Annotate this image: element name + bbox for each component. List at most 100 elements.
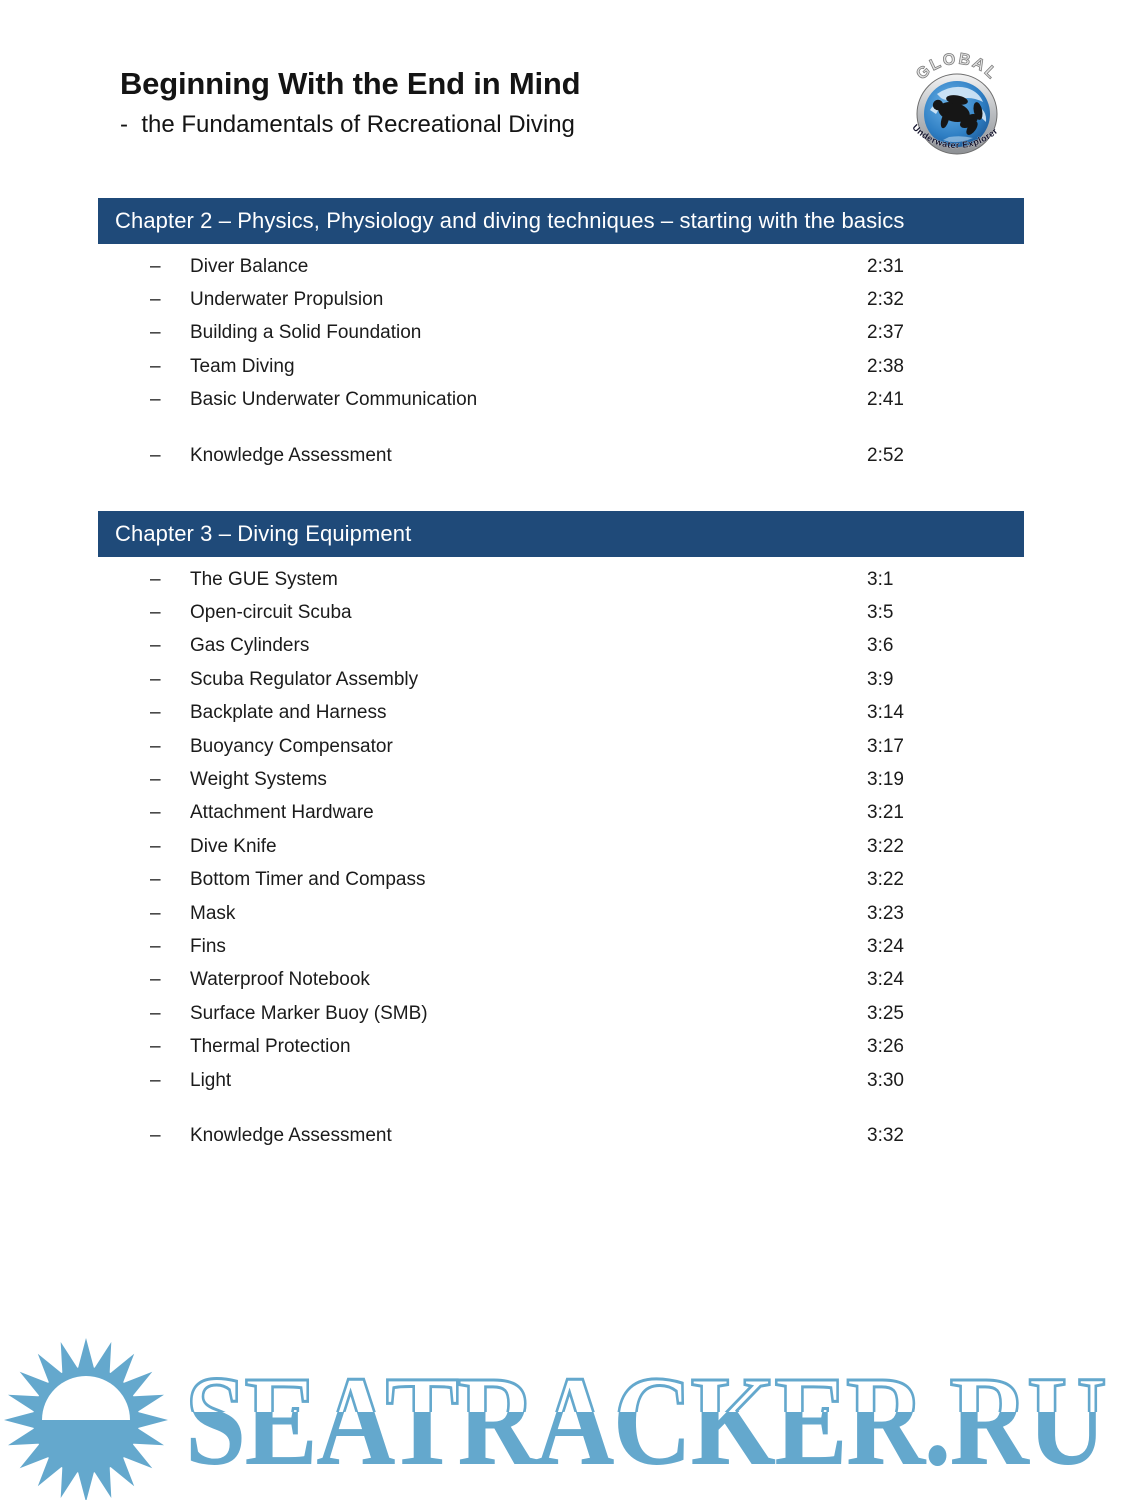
- toc-row: – Surface Marker Buoy (SMB) 3:25: [98, 997, 1024, 1030]
- diver-icon: [932, 95, 983, 135]
- dash-bullet: –: [150, 1069, 161, 1091]
- globe-diver-icon: GLOBAL Underwater Explorers: [898, 40, 1000, 155]
- dash-bullet: –: [150, 702, 161, 724]
- dash-bullet: –: [150, 668, 161, 690]
- dash-bullet: –: [150, 735, 161, 757]
- toc-item-label: Knowledge Assessment: [190, 1124, 392, 1146]
- dash-bullet: –: [150, 1002, 161, 1024]
- toc-item-time: 3:22: [867, 869, 904, 891]
- dash-bullet: –: [150, 255, 161, 277]
- dash-bullet: –: [150, 635, 161, 657]
- toc-item-label: Attachment Hardware: [190, 802, 374, 824]
- dash-bullet: –: [150, 802, 161, 824]
- toc-item-label: Dive Knife: [190, 835, 277, 857]
- toc-item-time: 2:41: [867, 389, 904, 411]
- toc-item-time: 3:1: [867, 568, 894, 590]
- toc-item-label: Light: [190, 1069, 232, 1091]
- toc-item-label: Knowledge Assessment: [190, 444, 392, 466]
- dash-bullet: –: [150, 1036, 161, 1058]
- dash-bullet: –: [150, 322, 161, 344]
- toc-spacer: [98, 417, 1024, 439]
- toc-item-label: Backplate and Harness: [190, 702, 387, 724]
- toc-row: – Team Diving 2:38: [98, 350, 1024, 383]
- dash-bullet: –: [150, 869, 161, 891]
- toc-item-label: Open-circuit Scuba: [190, 602, 352, 624]
- chapter-header: Chapter 3 – Diving Equipment: [98, 511, 1024, 557]
- toc-row: – Bottom Timer and Compass 3:22: [98, 864, 1024, 897]
- toc-row: – Thermal Protection 3:26: [98, 1030, 1024, 1063]
- toc-item-label: Diver Balance: [190, 255, 309, 277]
- toc-item-label: Waterproof Notebook: [190, 969, 370, 991]
- toc-item-time: 3:23: [867, 902, 904, 924]
- watermark-text-bottom: SEATRACKER.RU: [185, 1352, 1105, 1492]
- toc-item-label: Weight Systems: [190, 769, 327, 791]
- toc-item-label: Basic Underwater Communication: [190, 389, 478, 411]
- toc-row: – Light 3:30: [98, 1064, 1024, 1097]
- sun-core: [33, 1367, 139, 1473]
- chapter-section: Chapter 2 – Physics, Physiology and divi…: [98, 198, 1024, 472]
- dash-bullet: –: [150, 969, 161, 991]
- toc-row: – Scuba Regulator Assembly 3:9: [98, 663, 1024, 696]
- toc-item-time: 3:9: [867, 668, 894, 690]
- seatracker-watermark: SEATRACKER.RU SEATRACKER.RU: [0, 1330, 1125, 1500]
- toc-row: – Attachment Hardware 3:21: [98, 797, 1024, 830]
- toc-item-label: Gas Cylinders: [190, 635, 310, 657]
- toc-item-time: 3:24: [867, 969, 904, 991]
- toc-item-label: Surface Marker Buoy (SMB): [190, 1002, 428, 1024]
- toc-item-label: The GUE System: [190, 568, 338, 590]
- watermark-text-graphic: SEATRACKER.RU SEATRACKER.RU: [184, 1352, 1109, 1492]
- toc-row: – Backplate and Harness 3:14: [98, 697, 1024, 730]
- toc-row: – Open-circuit Scuba 3:5: [98, 596, 1024, 629]
- dash-bullet: –: [150, 602, 161, 624]
- header-titles: Beginning With the End in Mind - the Fun…: [120, 66, 581, 139]
- toc-row: – Knowledge Assessment 3:32: [98, 1119, 1024, 1152]
- toc-item-label: Scuba Regulator Assembly: [190, 668, 419, 690]
- toc-row: – Knowledge Assessment 2:52: [98, 439, 1024, 472]
- page-title: Beginning With the End in Mind: [120, 66, 581, 101]
- toc-item-time: 3:21: [867, 802, 904, 824]
- dash-bullet: –: [150, 769, 161, 791]
- toc-item-time: 3:14: [867, 702, 904, 724]
- dash-bullet: –: [150, 389, 161, 411]
- toc-item-time: 2:32: [867, 289, 904, 311]
- sun-white-dome: [42, 1376, 130, 1420]
- chapter-header: Chapter 2 – Physics, Physiology and divi…: [98, 198, 1024, 244]
- toc-item-time: 2:52: [867, 444, 904, 466]
- toc-item-label: Thermal Protection: [190, 1036, 351, 1058]
- dash-bullet: –: [150, 444, 161, 466]
- toc-row: – Gas Cylinders 3:6: [98, 630, 1024, 663]
- toc-row: – Fins 3:24: [98, 930, 1024, 963]
- toc-row: – Basic Underwater Communication 2:41: [98, 384, 1024, 417]
- toc-row: – Underwater Propulsion 2:32: [98, 283, 1024, 316]
- toc-item-label: Underwater Propulsion: [190, 289, 384, 311]
- toc-spacer: [98, 1097, 1024, 1119]
- dash-bullet: –: [150, 568, 161, 590]
- toc-item-time: 3:5: [867, 602, 894, 624]
- toc-item-time: 3:6: [867, 635, 894, 657]
- toc-item-time: 2:38: [867, 355, 904, 377]
- toc-item-time: 2:31: [867, 255, 904, 277]
- sun-icon: [4, 1338, 168, 1500]
- toc-row: – Weight Systems 3:19: [98, 763, 1024, 796]
- dash-bullet: –: [150, 835, 161, 857]
- toc-item-time: 3:22: [867, 835, 904, 857]
- toc-item-label: Buoyancy Compensator: [190, 735, 393, 757]
- sun-rays: [4, 1338, 168, 1500]
- toc-row: – Building a Solid Foundation 2:37: [98, 317, 1024, 350]
- toc-row: – The GUE System 3:1: [98, 563, 1024, 596]
- toc-item-label: Building a Solid Foundation: [190, 322, 422, 344]
- toc-row: – Waterproof Notebook 3:24: [98, 964, 1024, 997]
- toc-row: – Dive Knife 3:22: [98, 830, 1024, 863]
- dash-bullet: –: [150, 1124, 161, 1146]
- page-subtitle: - the Fundamentals of Recreational Divin…: [120, 111, 575, 138]
- toc-item-time: 3:17: [867, 735, 904, 757]
- toc-item-label: Mask: [190, 902, 236, 924]
- toc-row: – Mask 3:23: [98, 897, 1024, 930]
- dash-bullet: –: [150, 355, 161, 377]
- toc-item-label: Fins: [190, 935, 226, 957]
- toc-row: – Diver Balance 2:31: [98, 250, 1024, 283]
- toc-item-time: 3:25: [867, 1002, 904, 1024]
- toc-item-label: Team Diving: [190, 355, 295, 377]
- gue-logo: GLOBAL Underwater Explorers: [898, 40, 1015, 168]
- toc-row: – Buoyancy Compensator 3:17: [98, 730, 1024, 763]
